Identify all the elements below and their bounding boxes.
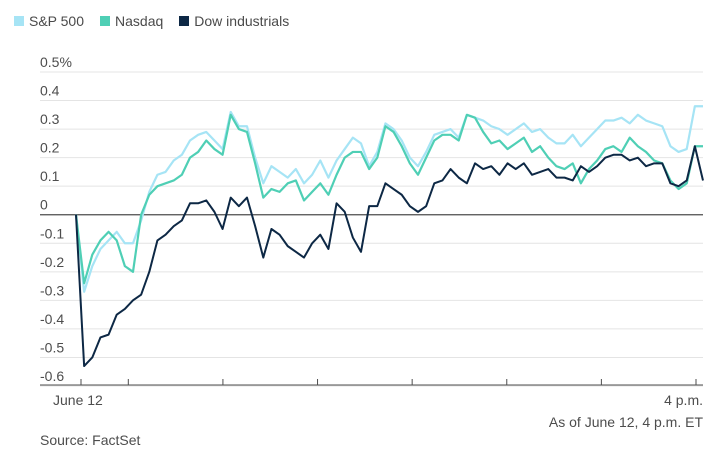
- chart-series: [74, 105, 704, 368]
- y-tick-label: -0.4: [40, 311, 64, 327]
- y-tick-label: -0.1: [40, 225, 64, 241]
- y-axis-labels: 0.5% 0.4 0.3 0.2 0.1 0 -0.1 -0.2 -0.3 -0.4 -0.5 -0.…: [40, 54, 72, 384]
- legend-swatch-dow: [179, 16, 190, 26]
- source-note: Source: FactSet: [40, 432, 141, 448]
- legend-label-dow: Dow industrials: [194, 13, 290, 29]
- y-tick-label: 0.5%: [40, 54, 72, 70]
- legend-label-nasdaq: Nasdaq: [115, 13, 164, 29]
- legend-swatch-nasdaq: [100, 16, 111, 26]
- y-tick-label: -0.2: [40, 254, 64, 270]
- y-tick-label: -0.5: [40, 339, 64, 355]
- legend-item-sp500: S&P 500: [14, 13, 84, 29]
- legend-swatch-sp500: [14, 16, 24, 26]
- y-tick-label: 0.2: [40, 140, 60, 156]
- y-tick-label: 0.4: [40, 83, 60, 99]
- legend-item-nasdaq: Nasdaq: [100, 13, 163, 29]
- chart-legend: S&P 500 Nasdaq Dow industrials: [14, 13, 289, 29]
- y-tick-label: 0: [40, 197, 48, 213]
- series-line-dow-industrials: [75, 145, 704, 368]
- y-tick-label: -0.6: [40, 368, 64, 384]
- x-tick-label-start: June 12: [53, 392, 103, 408]
- chart-grid: [40, 71, 703, 387]
- legend-item-dow: Dow industrials: [179, 13, 289, 29]
- legend-label-sp500: S&P 500: [29, 13, 85, 29]
- y-tick-label: 0.1: [40, 168, 60, 184]
- y-tick-label: -0.3: [40, 282, 64, 298]
- x-tick-label-end: 4 p.m.: [664, 392, 703, 408]
- y-tick-label: 0.3: [40, 111, 60, 127]
- series-line-nasdaq: [74, 113, 703, 285]
- series-line-s-p-500: [74, 105, 703, 293]
- x-axis: [40, 379, 703, 386]
- as-of-note: As of June 12, 4 p.m. ET: [548, 414, 703, 430]
